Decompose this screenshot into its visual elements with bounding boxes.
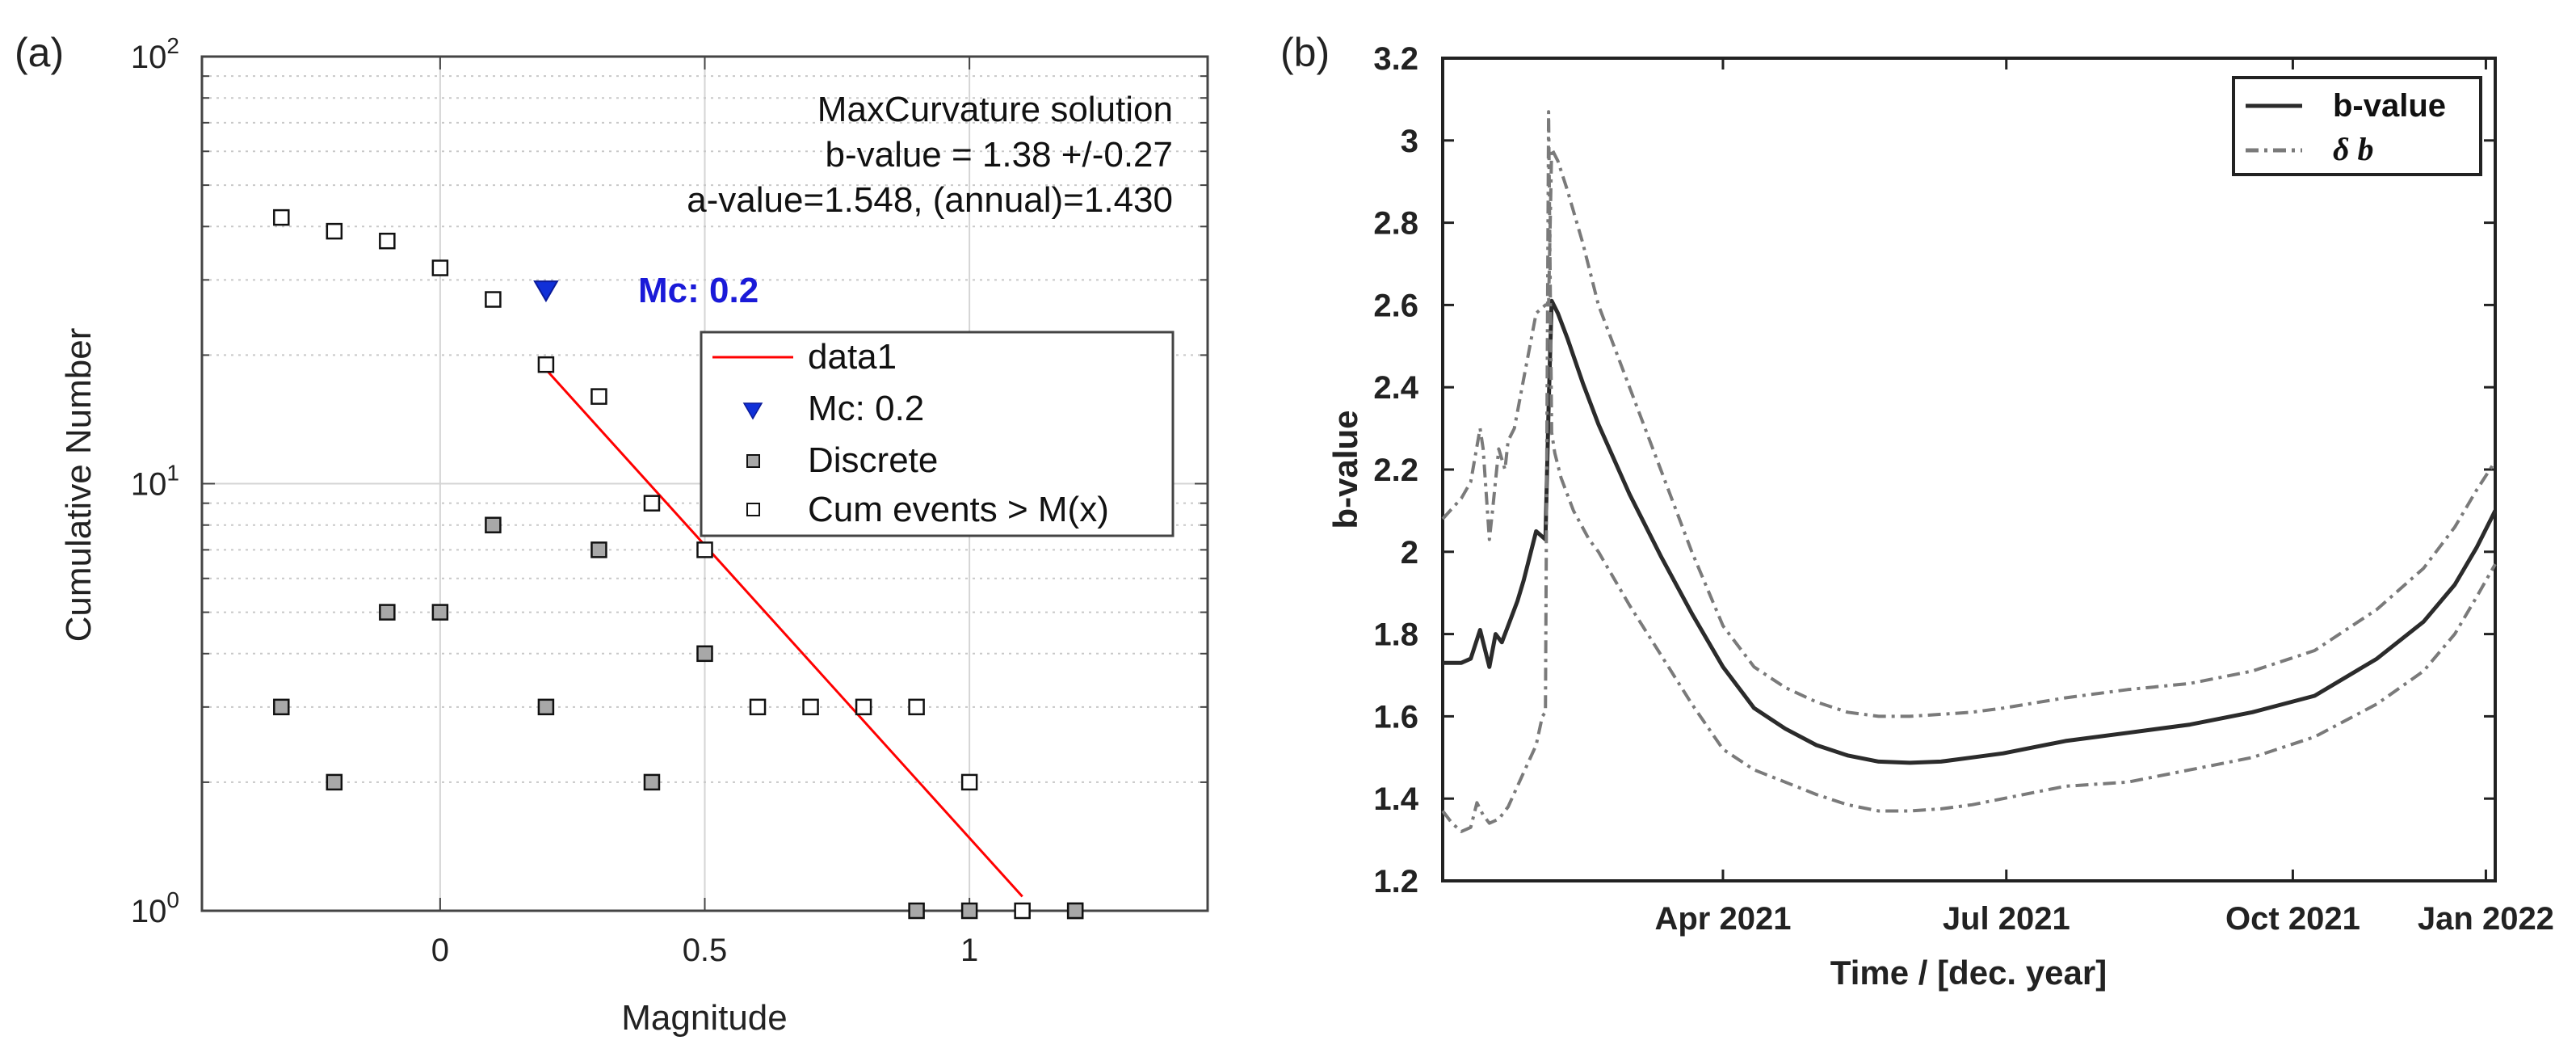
cum-events-point bbox=[431, 259, 449, 276]
panel-b-ytick-label: 1.6 bbox=[1373, 699, 1418, 735]
panel-a-ytick-label: 102 bbox=[131, 33, 179, 75]
cum-events-point bbox=[590, 388, 607, 405]
panel-a: (a) 0 0.5 1 100 101 102 Magnitude Cumula… bbox=[15, 30, 1209, 1038]
delta-b-line bbox=[1441, 147, 2497, 718]
panel-b-xtick-label: Apr 2021 bbox=[1654, 901, 1791, 937]
legend-delta-b-label: δ b bbox=[2333, 131, 2374, 167]
panel-b-xtick-label: Jan 2022 bbox=[2418, 901, 2554, 937]
panel-b-ytick-label: 2.4 bbox=[1373, 370, 1418, 406]
panel-b-ytick-labels: 1.2 1.4 1.6 1.8 2 2.2 2.4 2.6 2.8 3 3.2 bbox=[1373, 41, 1418, 899]
panel-b-xtick-label: Jul 2021 bbox=[1943, 901, 2070, 937]
panel-a-legend: data1 Mc: 0.2 Discrete Cum events > M(x) bbox=[700, 331, 1175, 537]
cum-events-point bbox=[537, 356, 555, 373]
delta-b-line bbox=[1441, 110, 2497, 833]
panel-b-legend-box bbox=[2232, 76, 2482, 176]
discrete-point bbox=[379, 604, 396, 621]
discrete-point bbox=[1066, 902, 1084, 920]
legend-cum-events-swatch bbox=[746, 503, 760, 516]
panel-a-ytick-label: 100 bbox=[131, 887, 179, 929]
discrete-point bbox=[643, 773, 661, 791]
panel-b-ytick-label: 2 bbox=[1401, 535, 1418, 571]
cum-events-point bbox=[749, 698, 767, 716]
panel-b-ytick-label: 1.8 bbox=[1373, 617, 1418, 653]
cum-events-point bbox=[379, 232, 396, 250]
panel-a-ticks bbox=[202, 56, 1208, 912]
fit-line-data1 bbox=[544, 369, 1023, 898]
panel-b-ticks bbox=[1443, 57, 2495, 882]
cum-events-point bbox=[696, 541, 713, 558]
panel-b-legend: b-value δ b bbox=[2232, 76, 2482, 176]
panel-b-label: (b) bbox=[1280, 30, 1330, 75]
panel-a-ytick-label: 101 bbox=[131, 461, 179, 503]
panel-a-xtick-label: 0.5 bbox=[683, 933, 728, 968]
panel-b-ytick-label: 1.4 bbox=[1373, 781, 1418, 817]
cum-events-point bbox=[855, 698, 872, 716]
cum-events-point bbox=[273, 208, 290, 226]
panel-a-annotation-a-value: a-value=1.548, (annual)=1.430 bbox=[687, 180, 1173, 220]
discrete-point bbox=[273, 698, 290, 716]
panel-b-series bbox=[1441, 110, 2498, 833]
discrete-point bbox=[960, 902, 978, 920]
legend-data1-label: data1 bbox=[808, 337, 897, 377]
panel-b-ytick-label: 2.2 bbox=[1373, 453, 1418, 488]
cum-events-point bbox=[908, 698, 925, 716]
panel-b-ytick-label: 2.6 bbox=[1373, 288, 1418, 323]
panel-b-xtick-label: Oct 2021 bbox=[2225, 901, 2360, 937]
panel-b-xtick-labels: Apr 2021 Jul 2021 Oct 2021 Jan 2022 bbox=[1654, 901, 2553, 937]
cum-events-point bbox=[1014, 902, 1031, 920]
panel-a-annotation-b-value: b-value = 1.38 +/-0.27 bbox=[825, 135, 1173, 175]
mc-marker bbox=[533, 280, 559, 303]
panel-b-ytick-label: 3 bbox=[1401, 124, 1418, 159]
panel-a-legend-box bbox=[700, 331, 1175, 537]
discrete-point bbox=[431, 604, 449, 621]
panel-a-x-axis-label: Magnitude bbox=[621, 998, 787, 1038]
panel-b: (b) 1.2 1.4 1.6 1.8 2 2.2 2.4 2.6 2.8 3 3.2 Apr 20… bbox=[1280, 30, 2554, 992]
panel-a-annotation-solution: MaxCurvature solution bbox=[817, 90, 1173, 129]
cum-events-point bbox=[643, 495, 661, 512]
cum-events-point bbox=[326, 222, 343, 240]
legend-b-value-label: b-value bbox=[2333, 88, 2446, 124]
panel-a-marks bbox=[273, 208, 1084, 920]
panel-b-ytick-label: 3.2 bbox=[1373, 41, 1418, 77]
discrete-point bbox=[485, 516, 502, 533]
panel-a-y-axis-label: Cumulative Number bbox=[59, 328, 99, 642]
legend-mc-swatch bbox=[742, 402, 763, 420]
legend-mc-label: Mc: 0.2 bbox=[808, 389, 924, 428]
panel-b-ytick-label: 2.8 bbox=[1373, 206, 1418, 242]
panel-a-grid bbox=[202, 57, 1208, 911]
discrete-point bbox=[908, 902, 925, 920]
legend-discrete-swatch bbox=[746, 454, 760, 468]
panel-a-label: (a) bbox=[15, 30, 64, 75]
panel-a-xtick-label: 0 bbox=[431, 933, 449, 968]
discrete-point bbox=[537, 698, 555, 716]
cum-events-point bbox=[960, 773, 978, 791]
legend-discrete-label: Discrete bbox=[808, 440, 938, 480]
panel-a-mc-label: Mc: 0.2 bbox=[638, 271, 759, 310]
discrete-point bbox=[590, 541, 607, 558]
cum-events-point bbox=[485, 291, 502, 308]
b-value-line bbox=[1443, 298, 2498, 765]
cum-events-point bbox=[802, 698, 819, 716]
panel-b-y-axis-label: b-value bbox=[1326, 410, 1364, 529]
discrete-point bbox=[326, 773, 343, 791]
panel-a-xtick-label: 1 bbox=[960, 933, 978, 968]
panel-b-ytick-label: 1.2 bbox=[1373, 864, 1418, 899]
discrete-point bbox=[696, 645, 713, 663]
panel-b-x-axis-label: Time / [dec. year] bbox=[1830, 954, 2107, 992]
legend-cum-events-label: Cum events > M(x) bbox=[808, 490, 1109, 529]
